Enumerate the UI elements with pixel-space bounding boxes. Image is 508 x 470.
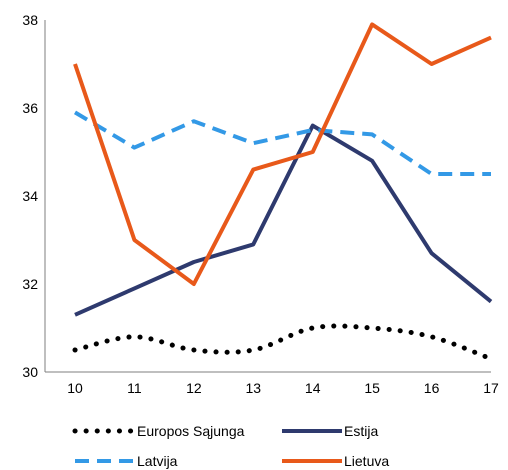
x-tick-label: 14 bbox=[305, 380, 321, 396]
series-line-1 bbox=[74, 123, 493, 317]
y-tick-label: 32 bbox=[22, 276, 38, 292]
y-tick-label: 36 bbox=[22, 100, 38, 116]
x-axis-ticks: 10 11 12 13 14 15 16 17 bbox=[67, 380, 499, 396]
y-tick-label: 34 bbox=[22, 188, 38, 204]
y-tick-label: 30 bbox=[22, 364, 38, 380]
series-lines bbox=[72, 22, 494, 362]
series-line-0 bbox=[72, 323, 494, 362]
legend-label: Latvija bbox=[137, 453, 178, 469]
legend-label: Estija bbox=[344, 423, 378, 439]
y-axis-ticks: 30 32 34 36 38 bbox=[22, 12, 38, 380]
x-tick-label: 15 bbox=[364, 380, 380, 396]
x-tick-label: 12 bbox=[186, 380, 202, 396]
series-line-2 bbox=[73, 110, 491, 176]
legend-label: Lietuva bbox=[344, 453, 389, 469]
x-tick-label: 13 bbox=[245, 380, 261, 396]
x-tick-label: 17 bbox=[483, 380, 499, 396]
chart-axes bbox=[44, 20, 491, 373]
legend: Europos Sąjunga Estija Latvija Lietuva bbox=[72, 423, 389, 469]
legend-label: Europos Sąjunga bbox=[137, 423, 245, 439]
x-tick-label: 10 bbox=[67, 380, 83, 396]
y-tick-label: 38 bbox=[22, 12, 38, 28]
x-tick-label: 11 bbox=[127, 380, 142, 396]
x-tick-label: 16 bbox=[424, 380, 440, 396]
series-line-3 bbox=[73, 22, 492, 286]
